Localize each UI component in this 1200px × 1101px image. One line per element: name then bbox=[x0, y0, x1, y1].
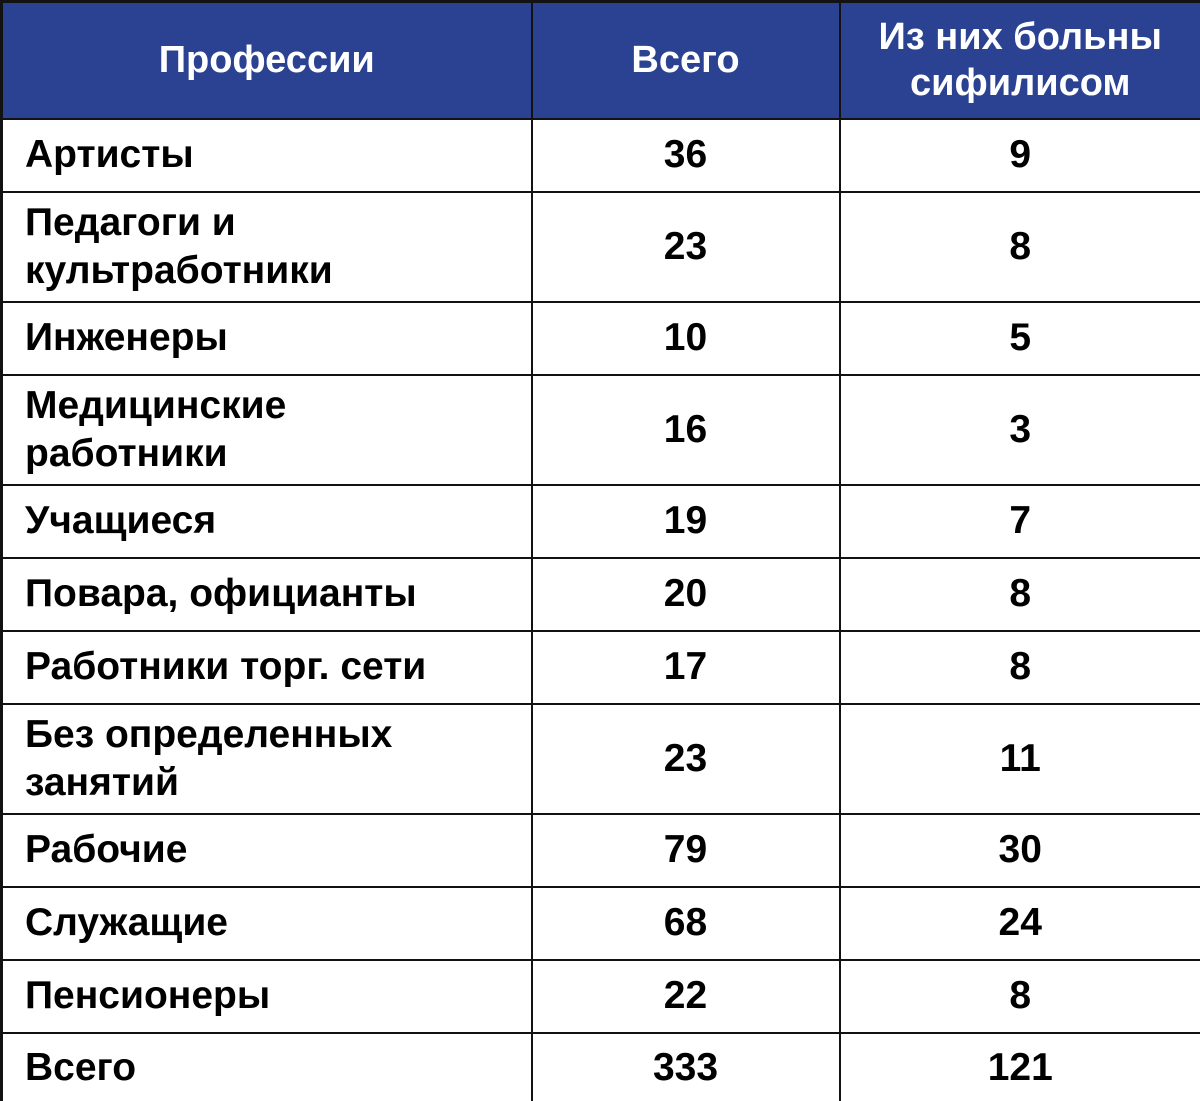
table-row: Служащие 68 24 bbox=[0, 885, 1200, 961]
profession-cell: Рабочие bbox=[0, 812, 533, 888]
sick-cell: 30 bbox=[838, 812, 1200, 888]
header-cell-sick: Из них больны сифилисом bbox=[838, 0, 1200, 120]
sick-cell: 8 bbox=[838, 629, 1200, 705]
table-row: Работники торг. сети 17 8 bbox=[0, 629, 1200, 705]
table-row: Артисты 36 9 bbox=[0, 117, 1200, 193]
table-row: Медицинские работники 16 3 bbox=[0, 373, 1200, 486]
totals-row: Всего 333 121 bbox=[0, 1031, 1200, 1101]
table-row: Пенсионеры 22 8 bbox=[0, 958, 1200, 1034]
total-cell: 333 bbox=[530, 1031, 841, 1101]
profession-cell: Пенсионеры bbox=[0, 958, 533, 1034]
profession-cell: Артисты bbox=[0, 117, 533, 193]
sick-cell: 8 bbox=[838, 190, 1200, 303]
sick-cell: 5 bbox=[838, 300, 1200, 376]
table-row: Без определенных занятий 23 11 bbox=[0, 702, 1200, 815]
profession-cell: Повара, официанты bbox=[0, 556, 533, 632]
total-cell: 22 bbox=[530, 958, 841, 1034]
total-cell: 20 bbox=[530, 556, 841, 632]
total-cell: 79 bbox=[530, 812, 841, 888]
profession-cell: Медицинские работники bbox=[0, 373, 533, 486]
table-row: Педагоги и культработники 23 8 bbox=[0, 190, 1200, 303]
header-cell-professions: Профессии bbox=[0, 0, 533, 120]
header-row: Профессии Всего Из них больны сифилисом bbox=[0, 0, 1200, 120]
table-row: Рабочие 79 30 bbox=[0, 812, 1200, 888]
total-cell: 23 bbox=[530, 702, 841, 815]
profession-cell: Инженеры bbox=[0, 300, 533, 376]
sick-cell: 9 bbox=[838, 117, 1200, 193]
total-cell: 10 bbox=[530, 300, 841, 376]
table-row: Повара, официанты 20 8 bbox=[0, 556, 1200, 632]
sick-cell: 8 bbox=[838, 556, 1200, 632]
sick-cell: 11 bbox=[838, 702, 1200, 815]
profession-cell: Работники торг. сети bbox=[0, 629, 533, 705]
profession-cell: Педагоги и культработники bbox=[0, 190, 533, 303]
sick-cell: 24 bbox=[838, 885, 1200, 961]
total-cell: 17 bbox=[530, 629, 841, 705]
header-cell-total: Всего bbox=[530, 0, 841, 120]
sick-cell: 121 bbox=[838, 1031, 1200, 1101]
total-cell: 23 bbox=[530, 190, 841, 303]
table-row: Инженеры 10 5 bbox=[0, 300, 1200, 376]
table-row: Учащиеся 19 7 bbox=[0, 483, 1200, 559]
profession-cell: Служащие bbox=[0, 885, 533, 961]
sick-cell: 3 bbox=[838, 373, 1200, 486]
sick-cell: 7 bbox=[838, 483, 1200, 559]
total-cell: 19 bbox=[530, 483, 841, 559]
total-cell: 16 bbox=[530, 373, 841, 486]
sick-cell: 8 bbox=[838, 958, 1200, 1034]
total-cell: 68 bbox=[530, 885, 841, 961]
profession-cell: Учащиеся bbox=[0, 483, 533, 559]
profession-cell: Всего bbox=[0, 1031, 533, 1101]
profession-cell: Без определенных занятий bbox=[0, 702, 533, 815]
total-cell: 36 bbox=[530, 117, 841, 193]
